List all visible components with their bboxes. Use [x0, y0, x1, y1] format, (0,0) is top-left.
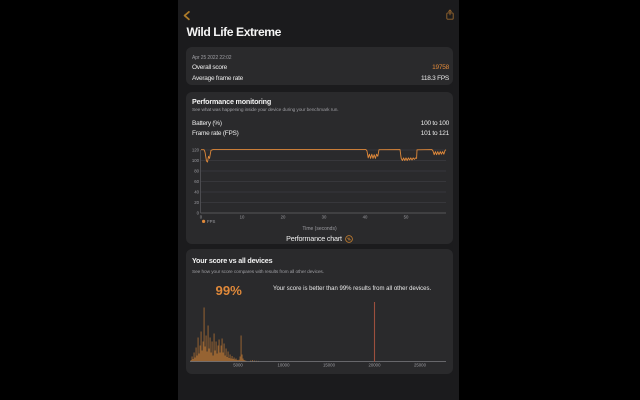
svg-text:120: 120 [192, 148, 200, 153]
svg-text:30: 30 [322, 215, 327, 220]
svg-text:80: 80 [194, 169, 199, 174]
svg-text:15000: 15000 [323, 363, 336, 368]
svg-text:50: 50 [404, 215, 409, 220]
svg-text:5000: 5000 [233, 363, 243, 368]
svg-text:10: 10 [240, 215, 245, 220]
svg-text:10000: 10000 [278, 363, 291, 368]
svg-text:40: 40 [194, 190, 199, 195]
svg-text:25000: 25000 [414, 363, 427, 368]
svg-text:20: 20 [194, 200, 199, 205]
svg-text:FPS: FPS [207, 219, 215, 224]
svg-text:100: 100 [192, 158, 200, 163]
svg-text:60: 60 [194, 179, 199, 184]
svg-text:0: 0 [197, 211, 200, 216]
svg-text:20: 20 [281, 215, 286, 220]
svg-text:20000: 20000 [369, 363, 382, 368]
svg-text:0: 0 [200, 215, 203, 220]
svg-text:40: 40 [363, 215, 368, 220]
